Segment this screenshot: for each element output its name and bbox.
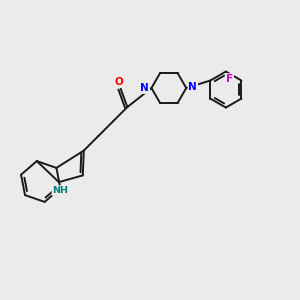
- Text: NH: NH: [52, 186, 68, 195]
- Text: O: O: [114, 77, 123, 87]
- Text: N: N: [188, 82, 197, 92]
- Text: N: N: [140, 83, 149, 93]
- Text: F: F: [226, 74, 233, 84]
